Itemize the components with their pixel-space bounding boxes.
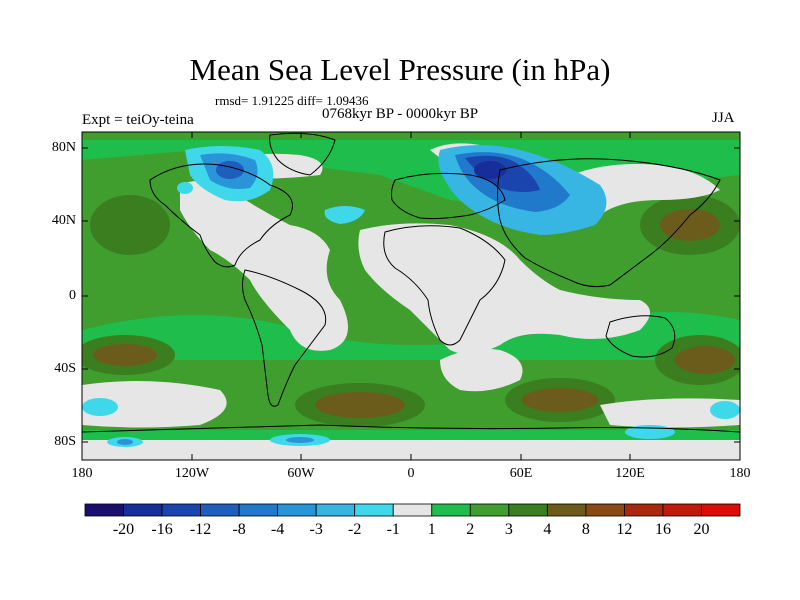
colorbar-cell (469, 503, 510, 517)
lon-tick-label: 0 (407, 466, 415, 481)
colorbar-cell (431, 503, 471, 517)
coastlines (82, 132, 740, 433)
lon-tick-label: 180 (71, 466, 93, 481)
colorbar-label: -8 (232, 521, 246, 538)
chart-title: Mean Sea Level Pressure (in hPa) (189, 52, 611, 87)
antarctica-outline (82, 424, 740, 433)
neutral-region (358, 223, 650, 354)
field-high (315, 392, 405, 418)
field-high (660, 209, 720, 241)
colorbar-label: 3 (504, 521, 513, 538)
low-anomaly (117, 439, 133, 445)
neutral-region (82, 381, 227, 428)
colorbar-label: -4 (270, 521, 285, 538)
anomaly-field (82, 132, 740, 460)
field-high (90, 195, 170, 255)
neutral-region (82, 440, 740, 460)
axis-ticks (81, 132, 741, 460)
low-anomaly (625, 425, 675, 439)
colorbar-cell (701, 503, 741, 517)
lat-tick-label: 0 (69, 288, 76, 303)
colorbar-cell (238, 503, 279, 517)
lon-tick-label: 60W (287, 466, 315, 481)
colorbar-cell (200, 503, 240, 517)
field-high (522, 388, 598, 412)
colorbar-cell (508, 503, 548, 517)
lon-tick-label: 60E (509, 466, 533, 481)
colorbar-label: 8 (581, 521, 590, 538)
stats-line: rmsd= 1.91225 diff= 1.09436 (215, 93, 369, 108)
north-america-outline (149, 163, 293, 268)
colorbar-cell (624, 503, 664, 517)
lat-tick-label: 40N (51, 213, 76, 228)
colorbar-label: -20 (112, 521, 135, 538)
colorbar-label: -2 (348, 521, 362, 538)
colorbar-cell (123, 503, 163, 517)
colorbar-cell (84, 503, 124, 517)
colorbar-label: 1 (427, 521, 436, 538)
africa-outline (383, 225, 506, 346)
low-anomaly (82, 398, 118, 416)
lon-tick-label: 180 (729, 466, 751, 481)
colorbar-label: 4 (543, 521, 552, 538)
lat-tick-label: 40S (54, 361, 76, 376)
field-high (675, 346, 735, 374)
lat-tick-label: 80N (51, 140, 76, 155)
low-anomaly (474, 161, 506, 179)
season-label: JJA (712, 110, 735, 126)
colorbar-label: 12 (616, 521, 633, 538)
south-america-outline (242, 269, 327, 407)
colorbar-label: 16 (654, 521, 671, 538)
low-anomaly (286, 437, 314, 443)
colorbar-cell (392, 503, 433, 517)
colorbar-cell (585, 503, 625, 517)
colorbar-label: -3 (309, 521, 323, 538)
field-band (82, 312, 740, 360)
colorbar-label: 20 (693, 521, 710, 538)
colorbar-cell (546, 503, 587, 517)
colorbar-cell (161, 503, 201, 517)
colorbar-cell (354, 503, 394, 517)
low-anomaly (177, 182, 193, 194)
experiment-label: Expt = teiOy-teina (82, 112, 194, 128)
colorbar (84, 503, 741, 517)
neutral-region (600, 398, 740, 428)
field-high (93, 344, 157, 366)
colorbar-label: -12 (189, 521, 212, 538)
greenland-outline (269, 132, 336, 176)
asia-outline (497, 158, 721, 288)
lon-tick-label: 120W (174, 466, 210, 481)
colorbar-cell (315, 503, 356, 517)
colorbar-cell (662, 503, 702, 517)
low-anomaly (710, 401, 740, 419)
period-subtitle: 0768kyr BP - 0000kyr BP (322, 106, 479, 122)
neutral-region (180, 181, 348, 351)
colorbar-label: 2 (466, 521, 475, 538)
europe-outline (390, 172, 506, 220)
lat-tick-label: 80S (54, 434, 76, 449)
colorbar-cell (277, 503, 317, 517)
lon-tick-label: 120E (615, 466, 645, 481)
australia-outline (605, 315, 676, 358)
neutral-region (440, 348, 523, 392)
colorbar-label: -16 (151, 521, 173, 538)
colorbar-label: -1 (386, 521, 400, 538)
low-anomaly (324, 206, 365, 224)
